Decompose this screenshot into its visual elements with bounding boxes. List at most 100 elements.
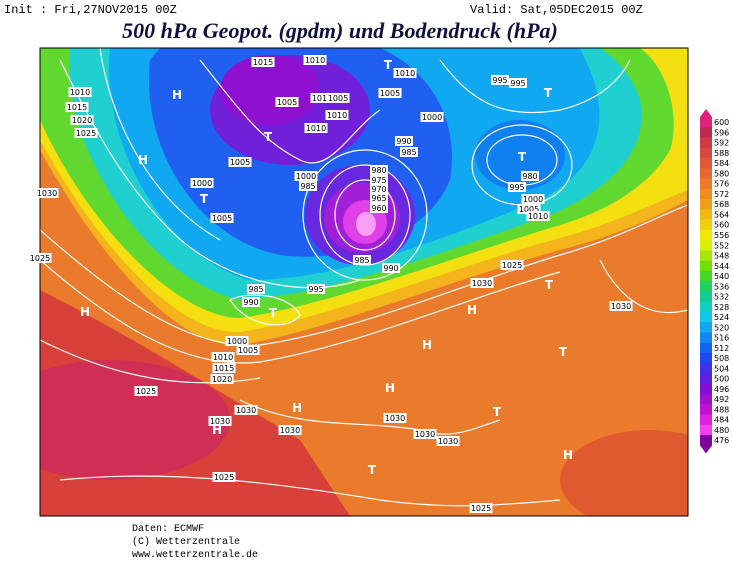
label-box: [470, 278, 494, 288]
isobar-label: 990: [383, 264, 398, 273]
pressure-center: T: [368, 463, 377, 477]
colorbar-box: [700, 188, 712, 200]
colorbar-box: [700, 414, 712, 426]
pressure-center: H: [563, 448, 573, 462]
colorbar-label: 524: [714, 313, 729, 322]
pressure-center: T: [559, 345, 568, 359]
label-box: [521, 171, 539, 181]
footer-source: Daten: ECMWF: [132, 524, 204, 535]
isobar-label: 1010: [327, 111, 347, 120]
label-box: [491, 75, 509, 85]
colorbar-box: [700, 158, 712, 169]
label-box: [310, 93, 334, 103]
isobar-label: 1000: [296, 172, 316, 181]
label-box: [326, 93, 350, 103]
isobar-label: 970: [371, 185, 386, 194]
label-box: [247, 284, 265, 294]
isobar-label: 1000: [422, 113, 442, 122]
label-box: [234, 405, 258, 415]
label-box: [228, 157, 252, 167]
colorbar-label: 476: [714, 436, 729, 445]
isobar-label: 975: [371, 176, 386, 185]
colorbar-box: [700, 322, 712, 333]
label-box: [212, 472, 236, 482]
colorbar-box: [700, 291, 712, 302]
colorbar-label: 548: [714, 252, 729, 261]
init-time: Init : Fri,27NOV2015 00Z: [4, 3, 177, 17]
colorbar-box: [700, 209, 712, 220]
colorbar-box: [700, 229, 712, 241]
pressure-center: T: [384, 58, 393, 72]
isobar-label: 1025: [471, 504, 491, 513]
label-box: [509, 78, 527, 88]
colorbar-label: 576: [714, 180, 729, 189]
pressure-center: H: [80, 305, 90, 319]
isobar-label: 1005: [277, 98, 297, 107]
valid-time: Valid: Sat,05DEC2015 00Z: [470, 3, 643, 17]
label-box: [212, 363, 236, 373]
colorbar-box: [700, 394, 712, 405]
colorbar-box: [700, 178, 712, 190]
isobar-label: 985: [354, 256, 369, 265]
pressure-center: H: [292, 401, 302, 415]
pressure-center: T: [200, 192, 209, 206]
label-box: [225, 336, 249, 346]
colorbar-label: 556: [714, 231, 729, 240]
colorbar-label: 564: [714, 210, 729, 219]
isobar-label: 1010: [312, 94, 332, 103]
label-box: [436, 436, 460, 446]
colorbar-box: [700, 373, 712, 385]
isobar-label: 1005: [212, 214, 232, 223]
colorbar-label: 584: [714, 159, 729, 168]
isobar-label: 1030: [280, 426, 300, 435]
pressure-center: T: [545, 278, 554, 292]
colorbar-label: 532: [714, 293, 729, 302]
label-box: [294, 171, 318, 181]
isobar-label: 1030: [236, 406, 256, 415]
label-box: [275, 97, 299, 107]
colorbar-box: [700, 383, 712, 395]
isobar-label: 1000: [227, 337, 247, 346]
isobar-label: 1005: [380, 89, 400, 98]
colorbar-label: 600: [714, 118, 729, 127]
colorbar-box: [700, 281, 712, 292]
colorbar-top-arrow: [700, 109, 712, 117]
label-box: [517, 204, 541, 214]
colorbar-label: 544: [714, 262, 729, 271]
colorbar-label: 588: [714, 149, 729, 158]
isobar-label: 1030: [415, 430, 435, 439]
isobar-label: 995: [509, 183, 524, 192]
pressure-centers: H T T T H T T T H H H T T H H T H T H: [80, 58, 573, 477]
label-box: [211, 352, 235, 362]
pressure-center: T: [264, 130, 273, 144]
pressure-center: T: [269, 306, 278, 320]
label-box: [609, 301, 633, 311]
pressure-center: H: [138, 153, 148, 167]
colorbar-box: [700, 363, 712, 374]
label-box: [370, 175, 388, 185]
colorbar-label: 508: [714, 354, 729, 363]
label-box: [370, 165, 388, 175]
colorbar-label: 484: [714, 416, 729, 425]
colorbar-box: [700, 127, 712, 138]
colorbar-box: [700, 250, 712, 261]
colorbar-box: [700, 117, 712, 128]
colorbar-label: 488: [714, 405, 729, 414]
pressure-center: H: [422, 338, 432, 352]
isobar-label: 1030: [472, 279, 492, 288]
isobar-label: 1015: [214, 364, 234, 373]
isobar-label: 985: [401, 148, 416, 157]
isobar-label: 980: [371, 166, 386, 175]
isobar-label: 965: [371, 194, 386, 203]
isobar-label: 1030: [385, 414, 405, 423]
isobar-label: 985: [300, 182, 315, 191]
isobar-label: 995: [492, 76, 507, 85]
pressure-center: T: [493, 405, 502, 419]
isobar-label: 1030: [611, 302, 631, 311]
colorbar-box: [700, 137, 712, 149]
pressure-center: H: [212, 423, 222, 437]
pressure-center: T: [518, 150, 527, 164]
isobar-label: 1025: [76, 129, 96, 138]
label-box: [304, 123, 328, 133]
